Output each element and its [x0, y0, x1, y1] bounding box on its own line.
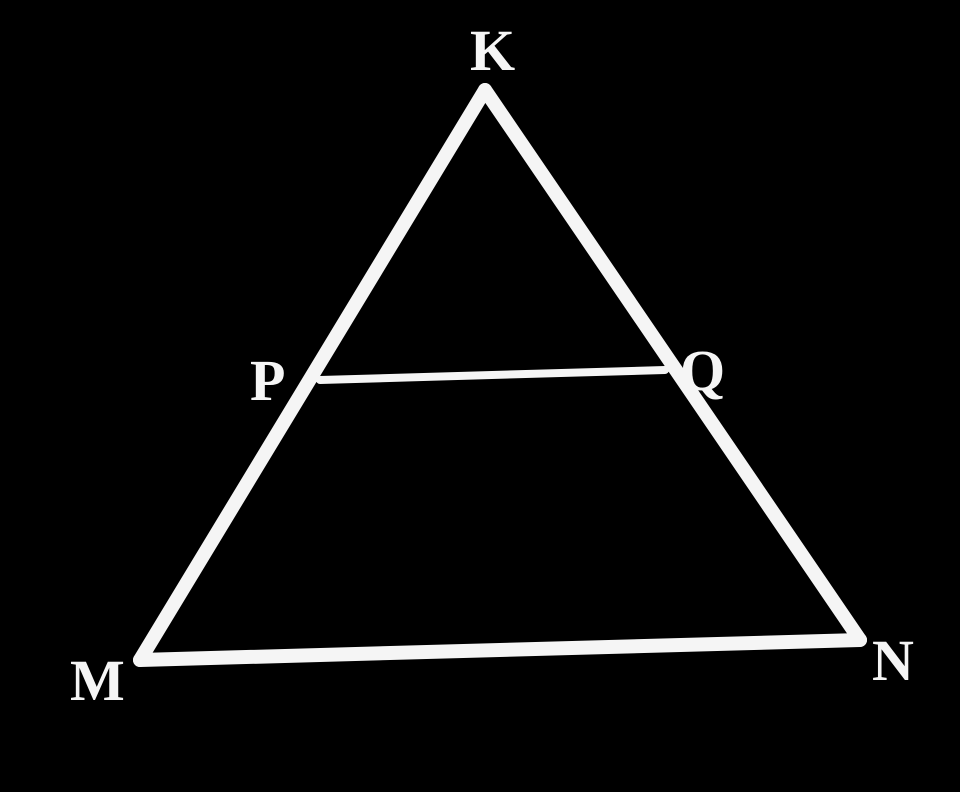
label-P: P — [250, 348, 285, 413]
triangle-midsegment-diagram: K M N P Q — [0, 0, 960, 792]
label-N: N — [872, 628, 914, 693]
label-K: K — [470, 18, 515, 83]
background — [0, 0, 960, 792]
label-Q: Q — [680, 338, 725, 403]
label-M: M — [70, 648, 125, 713]
